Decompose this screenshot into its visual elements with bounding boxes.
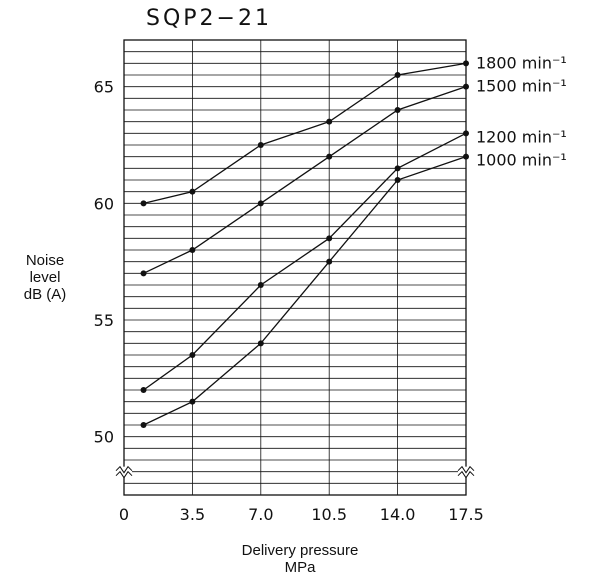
data-point — [140, 387, 147, 393]
y-tick-label: 55 — [94, 311, 114, 330]
series-line — [143, 62, 467, 204]
data-point — [463, 130, 469, 137]
axis-break-mark — [457, 465, 475, 474]
series-label: 1800 min⁻¹ — [476, 53, 567, 72]
y-axis-unit: dB (A) — [23, 286, 67, 303]
x-tick-label: 7.0 — [248, 505, 273, 524]
x-axis-unit: MPa — [284, 559, 316, 576]
axis-break-mark — [115, 465, 133, 474]
x-tick-label: 3.5 — [180, 505, 205, 524]
x-tick-label: 17.5 — [448, 505, 484, 524]
data-point — [326, 118, 333, 125]
x-axis-title: Delivery pressure — [241, 542, 359, 559]
data-point — [463, 153, 469, 160]
data-point — [257, 200, 264, 207]
axis-break-mark — [115, 470, 133, 479]
data-point — [189, 188, 196, 195]
data-point — [189, 398, 196, 405]
data-point — [257, 340, 264, 347]
data-point — [257, 282, 264, 288]
axis-break-gap — [116, 466, 132, 477]
data-point — [326, 153, 333, 160]
series-label: 1000 min⁻¹ — [476, 151, 567, 170]
series-label: 1200 min⁻¹ — [476, 127, 567, 146]
series-line — [143, 132, 467, 391]
x-tick-label: 0 — [119, 505, 129, 524]
data-point — [394, 72, 401, 78]
axis-break-mark — [457, 470, 475, 479]
series-label: 1500 min⁻¹ — [476, 77, 567, 96]
data-point — [189, 247, 196, 253]
x-tick-label: 14.0 — [380, 505, 416, 524]
data-point — [257, 142, 264, 148]
x-tick-label: 10.5 — [311, 505, 347, 524]
data-point — [394, 165, 401, 172]
y-tick-label: 50 — [94, 428, 114, 447]
series-line — [143, 86, 467, 274]
x-axis-label: Delivery pressure MPa — [220, 542, 380, 576]
y-axis-title: Noise level — [25, 252, 65, 286]
y-axis-label: Noise level dB (A) — [12, 252, 78, 303]
y-tick-label: 65 — [94, 78, 114, 97]
data-point — [140, 270, 147, 277]
data-point — [463, 83, 469, 90]
series-line — [143, 156, 467, 426]
data-point — [189, 352, 196, 358]
data-point — [140, 422, 147, 428]
data-point — [394, 177, 401, 183]
plot-frame — [123, 39, 467, 496]
data-point — [463, 60, 469, 67]
y-tick-label: 60 — [94, 194, 114, 213]
data-point — [140, 200, 147, 207]
data-point — [326, 235, 333, 242]
data-point — [394, 107, 401, 113]
axis-break-gap — [458, 466, 474, 477]
chart-title: SQP2−21 — [146, 6, 272, 31]
data-point — [326, 258, 333, 265]
